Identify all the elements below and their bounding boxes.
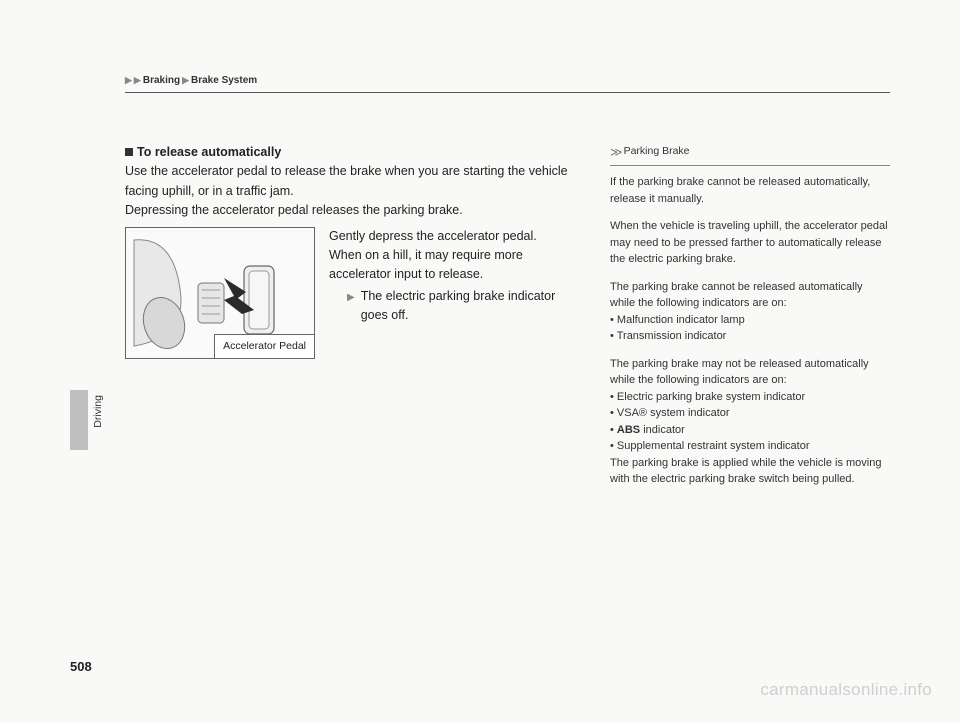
sidebar-column: ≫ Parking Brake If the parking brake can… [610, 143, 890, 499]
list-item: Transmission indicator [610, 328, 890, 345]
chevron-icon: ≫ [610, 143, 621, 161]
sidebar-heading-text: Parking Brake [624, 144, 690, 160]
square-bullet-icon [125, 148, 133, 156]
list-item: VSA® system indicator [610, 405, 890, 422]
list-item: ABS indicator [610, 422, 890, 439]
text: indicator [640, 424, 685, 436]
section-tab-label: Driving [92, 395, 104, 428]
list-item: Malfunction indicator lamp [610, 312, 890, 329]
sidebar-paragraph: The parking brake is applied while the v… [610, 455, 890, 488]
divider [125, 92, 890, 93]
chevron-icon: ▶ [134, 75, 141, 86]
chevron-icon: ▶ [182, 75, 189, 86]
sidebar-paragraph: The parking brake may not be released au… [610, 356, 890, 389]
chevron-icon: ▶ [347, 290, 355, 326]
list-item: Supplemental restraint system indicator [610, 438, 890, 455]
sidebar-paragraph: If the parking brake cannot be released … [610, 174, 890, 207]
bold-text: ABS [617, 424, 640, 436]
paragraph: Depressing the accelerator pedal release… [125, 201, 580, 220]
caption-bullet: The electric parking brake indicator goe… [361, 287, 580, 326]
heading-text: To release automatically [137, 145, 281, 159]
sidebar-heading: ≫ Parking Brake [610, 143, 890, 161]
figure-accelerator-pedal: Accelerator Pedal [125, 227, 315, 359]
chevron-icon: ▶ [125, 75, 132, 86]
sidebar-paragraph: The parking brake cannot be released aut… [610, 279, 890, 312]
sidebar-list: Electric parking brake system indicator … [610, 389, 890, 455]
main-column: To release automatically Use the acceler… [125, 143, 580, 499]
figure-caption: Gently depress the accelerator pedal. Wh… [329, 227, 580, 359]
sidebar-paragraph: When the vehicle is traveling uphill, th… [610, 218, 890, 268]
section-heading: To release automatically [125, 143, 580, 162]
paragraph: Use the accelerator pedal to release the… [125, 162, 580, 201]
sidebar-list: Malfunction indicator lamp Transmission … [610, 312, 890, 345]
breadcrumb: ▶ ▶ Braking ▶ Brake System [125, 75, 890, 86]
caption-line: Gently depress the accelerator pedal. [329, 227, 580, 246]
list-item: Electric parking brake system indicator [610, 389, 890, 406]
caption-line: When on a hill, it may require more acce… [329, 246, 580, 285]
figure-label: Accelerator Pedal [214, 334, 314, 357]
section-tab [70, 390, 88, 450]
watermark: carmanualsonline.info [760, 680, 932, 700]
divider [610, 165, 890, 166]
breadcrumb-a: Braking [143, 75, 180, 86]
page-number: 508 [70, 659, 92, 674]
breadcrumb-b: Brake System [191, 75, 257, 86]
